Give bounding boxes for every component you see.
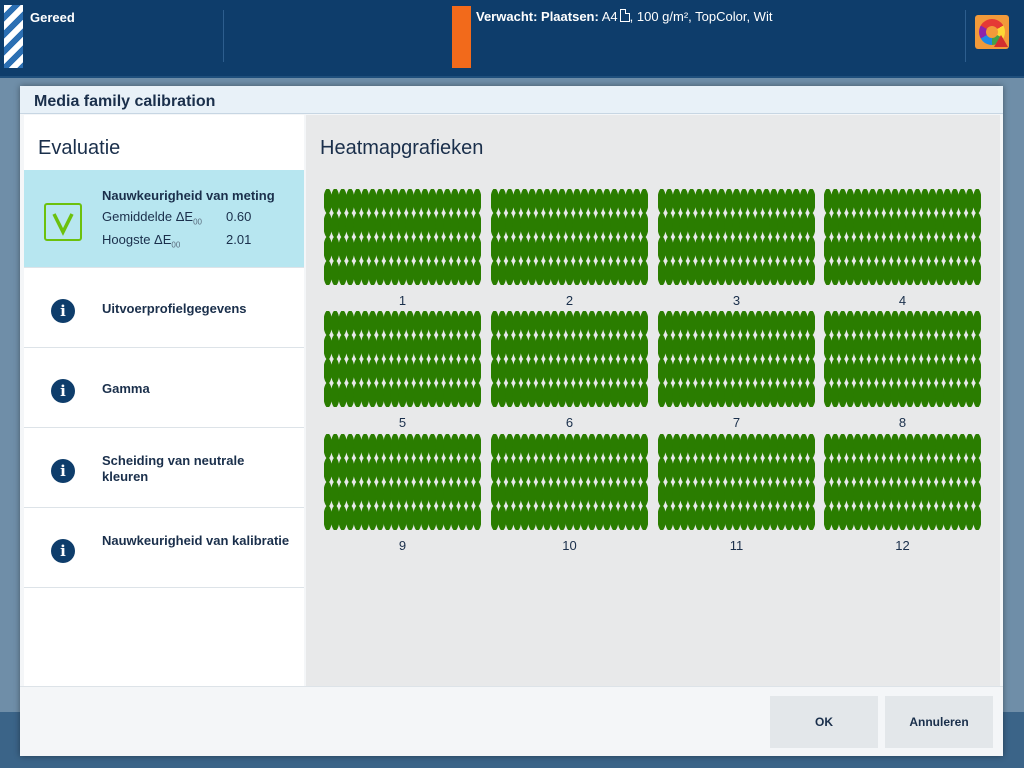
media-details: , 100 g/m², TopColor, Wit — [629, 9, 773, 24]
divider — [965, 10, 966, 62]
evaluation-item-neutral-separation[interactable]: i Scheiding van neutrale kleuren — [24, 429, 304, 508]
evaluation-item-gamut[interactable]: i Gamma — [24, 349, 304, 428]
heatmap-chart — [658, 189, 815, 285]
cancel-button[interactable]: Annuleren — [885, 696, 993, 748]
status-stripe-icon — [4, 5, 23, 68]
heatmap-chart — [324, 434, 481, 530]
evaluation-item-measurement-accuracy[interactable]: Nauwkeurigheid van meting Gemiddelde ΔE0… — [24, 170, 304, 268]
heatmap-label: 7 — [732, 415, 741, 430]
evaluation-item-title: Uitvoerprofielgegevens — [102, 301, 247, 316]
info-icon: i — [51, 379, 75, 403]
color-management-button[interactable] — [975, 15, 1009, 49]
heatmap-label: 10 — [562, 538, 577, 553]
metric-value: 2.01 — [226, 232, 252, 247]
average-delta-e: Gemiddelde ΔE00 0.60 — [102, 209, 251, 227]
heatmap-label: 4 — [898, 293, 907, 308]
ok-button[interactable]: OK — [770, 696, 878, 748]
heatmap-chart — [324, 311, 481, 407]
heatmap-label: 1 — [398, 293, 407, 308]
heatmap-label: 5 — [398, 415, 407, 430]
heatmap-chart — [491, 189, 648, 285]
heatmap-label: 9 — [398, 538, 407, 553]
info-icon: i — [51, 539, 75, 563]
heatmap-chart — [824, 311, 981, 407]
heatmap-heading: Heatmapgrafieken — [320, 137, 484, 159]
metric-subscript: 00 — [171, 240, 181, 250]
check-icon — [44, 203, 82, 241]
evaluation-panel: Evaluatie Nauwkeurigheid van meting Gemi… — [24, 115, 304, 686]
warning-icon — [994, 35, 1008, 47]
heatmap-chart — [491, 311, 648, 407]
heatmap-chart — [658, 434, 815, 530]
info-icon: i — [51, 299, 75, 323]
dialog-footer: OK Annuleren — [20, 686, 1003, 756]
evaluation-item-title: Scheiding van neutrale kleuren — [102, 453, 245, 484]
expected-media[interactable]: Verwacht: Plaatsen: A4 , 100 g/m², TopCol… — [476, 9, 772, 24]
heatmap-label: 2 — [565, 293, 574, 308]
dialog-title-bar: Media family calibration — [20, 86, 1003, 114]
expected-label: Verwacht: Plaatsen: — [476, 9, 599, 24]
info-icon: i — [51, 459, 75, 483]
media-size: A4 — [601, 9, 618, 24]
heatmap-label: 6 — [565, 415, 574, 430]
heatmap-grid: 1 2 3 4 5 6 7 8 9 10 11 12 — [324, 189, 984, 564]
metric-value: 0.60 — [226, 209, 252, 224]
heatmap-label: 11 — [729, 538, 744, 553]
page-icon — [619, 9, 630, 22]
heatmap-chart — [324, 189, 481, 285]
metric-label: Gemiddelde ΔE — [102, 209, 194, 224]
heatmap-label: 3 — [732, 293, 741, 308]
evaluation-item-title: Nauwkeurigheid van meting — [102, 188, 275, 203]
heatmap-chart — [658, 311, 815, 407]
media-family-calibration-dialog: Media family calibration Evaluatie Nauwk… — [20, 86, 1003, 756]
heatmap-chart — [491, 434, 648, 530]
max-delta-e: Hoogste ΔE00 2.01 — [102, 232, 251, 250]
heatmap-chart — [824, 434, 981, 530]
printer-status: Gereed — [30, 10, 75, 25]
evaluation-item-output-profile[interactable]: i Uitvoerprofielgegevens — [24, 269, 304, 348]
evaluation-item-title: Gamma — [102, 381, 150, 396]
top-status-bar: Gereed Verwacht: Plaatsen: A4 , 100 g/m²,… — [0, 0, 1024, 76]
media-warning-indicator — [452, 6, 471, 68]
metric-subscript: 00 — [193, 217, 202, 227]
heatmap-label: 8 — [898, 415, 907, 430]
evaluation-item-title: Nauwkeurigheid van kalibratie — [102, 533, 290, 548]
heatmap-label: 12 — [895, 538, 910, 553]
divider — [223, 10, 224, 62]
dialog-title: Media family calibration — [34, 93, 216, 110]
heatmap-chart — [824, 189, 981, 285]
evaluation-heading: Evaluatie — [38, 137, 121, 159]
metric-label: Hoogste ΔE — [102, 232, 172, 247]
evaluation-item-calibration-accuracy[interactable]: i Nauwkeurigheid van kalibratie — [24, 509, 304, 588]
heatmap-panel: Heatmapgrafieken 1 2 3 4 5 6 7 8 9 10 11 12 — [306, 115, 1000, 686]
